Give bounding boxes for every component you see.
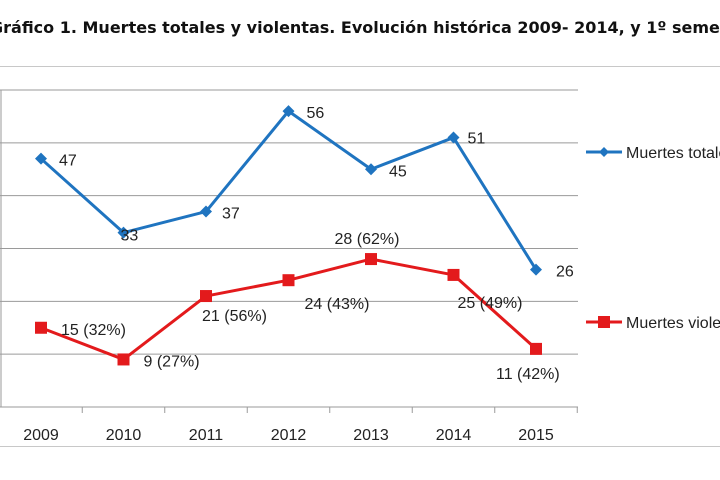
series-point: [200, 205, 212, 218]
series-point: [365, 253, 377, 266]
data-label: 9 (27%): [144, 353, 200, 370]
data-label: 47: [59, 153, 77, 170]
bottom-rule: [0, 446, 720, 447]
series-point: [447, 268, 460, 281]
data-label: 24 (43%): [305, 296, 370, 313]
data-label: 28 (62%): [335, 231, 400, 248]
data-label: 26: [556, 264, 574, 281]
series-point: [35, 152, 47, 165]
series-point: [117, 353, 130, 366]
series-point: [447, 131, 460, 144]
gridlines: [0, 89, 578, 355]
data-labels: 47 33 37 56 45 51 26 15 (32%) 9 (27%) 21 (56%) 24 …: [59, 105, 574, 383]
data-label: 21 (56%): [202, 308, 267, 325]
data-label: 56: [307, 105, 325, 122]
data-label: 51: [468, 131, 486, 148]
axes: 2009 2010 2011 2012 2013 2014 2015: [0, 90, 578, 444]
x-tick-label: 2012: [271, 427, 307, 444]
series-point: [530, 342, 542, 355]
series-point: [282, 105, 295, 118]
legend-label: Muertes totales: [626, 145, 720, 162]
series-line: [39, 109, 538, 271]
series-point: [530, 263, 542, 276]
legend-swatch-marker: [598, 316, 610, 328]
x-tick-label: 2010: [106, 427, 142, 444]
top-rule: [0, 66, 720, 67]
x-tick-label: 2009: [23, 427, 59, 444]
x-tick-label: 2015: [518, 427, 554, 444]
data-label: 11 (42%): [496, 366, 560, 383]
series-point: [35, 321, 47, 334]
series-point: [117, 226, 130, 239]
chart-title-text: Gráfico 1. Muertes totales y violentas. …: [0, 18, 720, 37]
data-label: 33: [121, 228, 139, 245]
series-point: [200, 290, 212, 303]
data-label: 37: [222, 206, 240, 223]
chart-title: Gráfico 1. Muertes totales y violentas. …: [0, 18, 720, 42]
x-tick-label: 2013: [353, 427, 389, 444]
series-point: [365, 163, 377, 176]
data-label: 15 (32%): [61, 322, 126, 339]
data-label: 25 (49%): [458, 295, 523, 312]
legend-label: Muertes violentas: [626, 315, 720, 332]
legend: Muertes totales Muertes violentas: [586, 145, 720, 332]
series-point: [282, 274, 295, 287]
x-tick-label: 2014: [436, 427, 472, 444]
legend-swatch-marker: [599, 147, 609, 157]
data-label: 45: [389, 163, 407, 180]
series: [35, 105, 542, 366]
x-tick-label: 2011: [189, 427, 224, 444]
